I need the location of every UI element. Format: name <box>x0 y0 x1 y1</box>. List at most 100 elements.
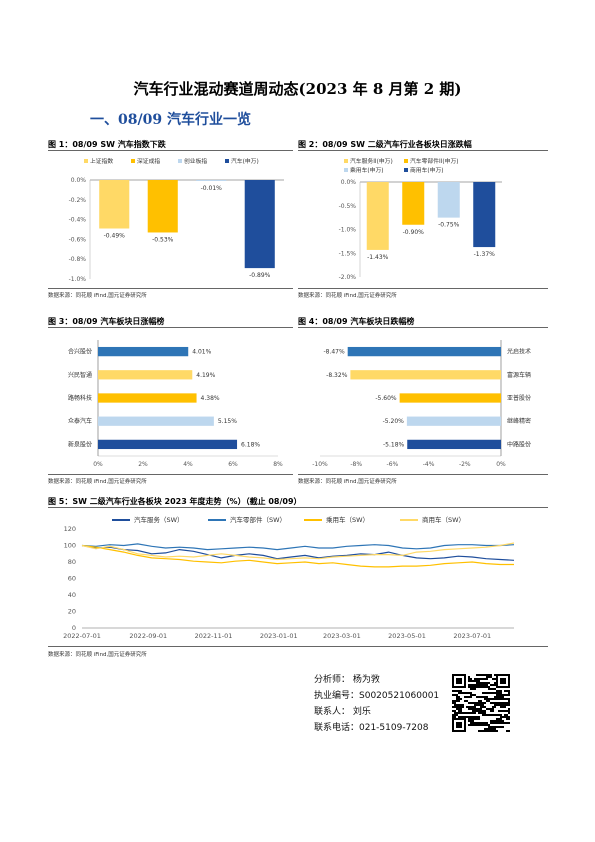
qr-module <box>504 704 506 706</box>
qr-module <box>508 690 510 692</box>
fig3-value-label: 4.01% <box>192 349 211 356</box>
qr-module <box>500 696 502 698</box>
fig4-bottom-rule <box>298 474 548 475</box>
qr-module <box>498 694 500 696</box>
fig5-ytick-label: 0 <box>72 624 76 632</box>
fig4-title: 图 4：08/09 汽车板块日跌幅榜 <box>298 317 415 326</box>
qr-module <box>500 714 502 716</box>
fig4-xtick-label: -4% <box>423 461 435 468</box>
qr-module <box>488 688 490 690</box>
fig1-source: 数据来源：同花顺 iFind,国元证券研究所 <box>48 293 147 299</box>
fig1-ytick-label: -0.8% <box>69 256 87 263</box>
qr-module <box>480 674 482 676</box>
qr-module <box>506 714 508 716</box>
fig1-value-label: -0.53% <box>152 236 174 243</box>
qr-module <box>472 694 474 696</box>
qr-module <box>452 694 454 696</box>
qr-module <box>464 716 466 718</box>
fig3-value-label: 6.18% <box>241 441 260 448</box>
qr-module <box>480 702 482 704</box>
qr-module <box>496 692 498 694</box>
fig3-xtick-label: 4% <box>183 461 193 468</box>
qr-module <box>494 692 496 694</box>
qr-module <box>502 706 504 708</box>
qr-module <box>496 696 498 698</box>
qr-module <box>476 722 478 724</box>
fig4-value-label: -8.32% <box>326 372 348 379</box>
fig3-bar <box>98 393 197 403</box>
qr-module <box>482 722 484 724</box>
fig2-legend-swatch <box>344 159 348 163</box>
qr-module <box>454 700 456 702</box>
qr-module <box>474 686 476 688</box>
fig1-bar <box>244 180 275 269</box>
fig3-chart: 0% 2% 4% 6% 8% 6.18% 新泉股份 5.15% 众泰汽车 4.38% 路畅科技 4.1… <box>68 340 283 468</box>
fig4-bar <box>399 393 501 403</box>
fig5-chart: 0 20 40 60 80 100 120 2022-07-01 2022-09-01 2022-… <box>63 515 515 640</box>
fig2-legend-swatch <box>404 159 408 163</box>
qr-module <box>502 720 504 722</box>
fig1-legend-label: 创业板指 <box>184 157 207 165</box>
fig5-xtick-label: 2023-05-01 <box>388 632 426 640</box>
qr-module <box>500 692 502 694</box>
contact-person: 联系人： 刘乐 <box>314 707 371 717</box>
qr-module <box>482 704 484 706</box>
qr-module <box>482 696 484 698</box>
qr-module <box>494 704 496 706</box>
fig4-value-label: -8.47% <box>323 349 345 356</box>
qr-module <box>474 678 476 680</box>
qr-module <box>452 714 454 716</box>
qr-module <box>508 718 510 720</box>
qr-module <box>502 716 504 718</box>
qr-module <box>476 716 478 718</box>
qr-module <box>494 706 496 708</box>
fig4-bar <box>350 370 501 380</box>
qr-module <box>486 714 488 716</box>
qr-module <box>502 704 504 706</box>
qr-module <box>474 724 476 726</box>
qr-module <box>460 698 462 700</box>
qr-module <box>492 698 494 700</box>
fig3-bar <box>98 439 238 450</box>
qr-module <box>490 676 492 678</box>
qr-module <box>474 680 476 682</box>
fig4-category-label: 光启技术 <box>507 348 531 356</box>
qr-module <box>500 706 502 708</box>
qr-module <box>456 704 458 706</box>
fig4-bar <box>347 346 501 357</box>
qr-module <box>462 712 464 714</box>
fig4-bar <box>407 439 501 450</box>
qr-module <box>498 718 500 720</box>
qr-module <box>460 690 462 692</box>
qr-module <box>486 724 488 726</box>
qr-module <box>506 718 508 720</box>
qr-module <box>458 706 460 708</box>
fig2-chart: 汽车服务II(申万) 汽车零部件II(申万) 乘用车(申万) 商用车(申万) 0.0% -… <box>339 157 502 281</box>
fig5-xtick-label: 2022-11-01 <box>195 632 233 640</box>
qr-module <box>478 678 480 680</box>
qr-module <box>470 718 472 720</box>
fig3-category-label: 合兴股份 <box>68 348 92 356</box>
qr-module <box>466 716 468 718</box>
qr-module <box>476 674 478 676</box>
qr-module <box>500 722 502 724</box>
fig4-source: 数据来源：同花顺 iFind,国元证券研究所 <box>298 479 397 485</box>
qr-module <box>484 706 486 708</box>
qr-module <box>494 674 496 676</box>
qr-module <box>488 730 490 732</box>
fig5-xtick-label: 2023-03-01 <box>323 632 361 640</box>
qr-module <box>472 718 474 720</box>
qr-module <box>472 702 474 704</box>
qr-module <box>486 692 488 694</box>
qr-module <box>480 724 482 726</box>
qr-module <box>464 696 466 698</box>
qr-module <box>474 688 476 690</box>
qr-module <box>484 712 486 714</box>
qr-module <box>496 720 498 722</box>
qr-module <box>484 682 486 684</box>
qr-module <box>476 710 478 712</box>
qr-module <box>506 704 508 706</box>
qr-module <box>502 698 504 700</box>
qr-module <box>488 724 490 726</box>
qr-finder-core <box>456 678 462 684</box>
